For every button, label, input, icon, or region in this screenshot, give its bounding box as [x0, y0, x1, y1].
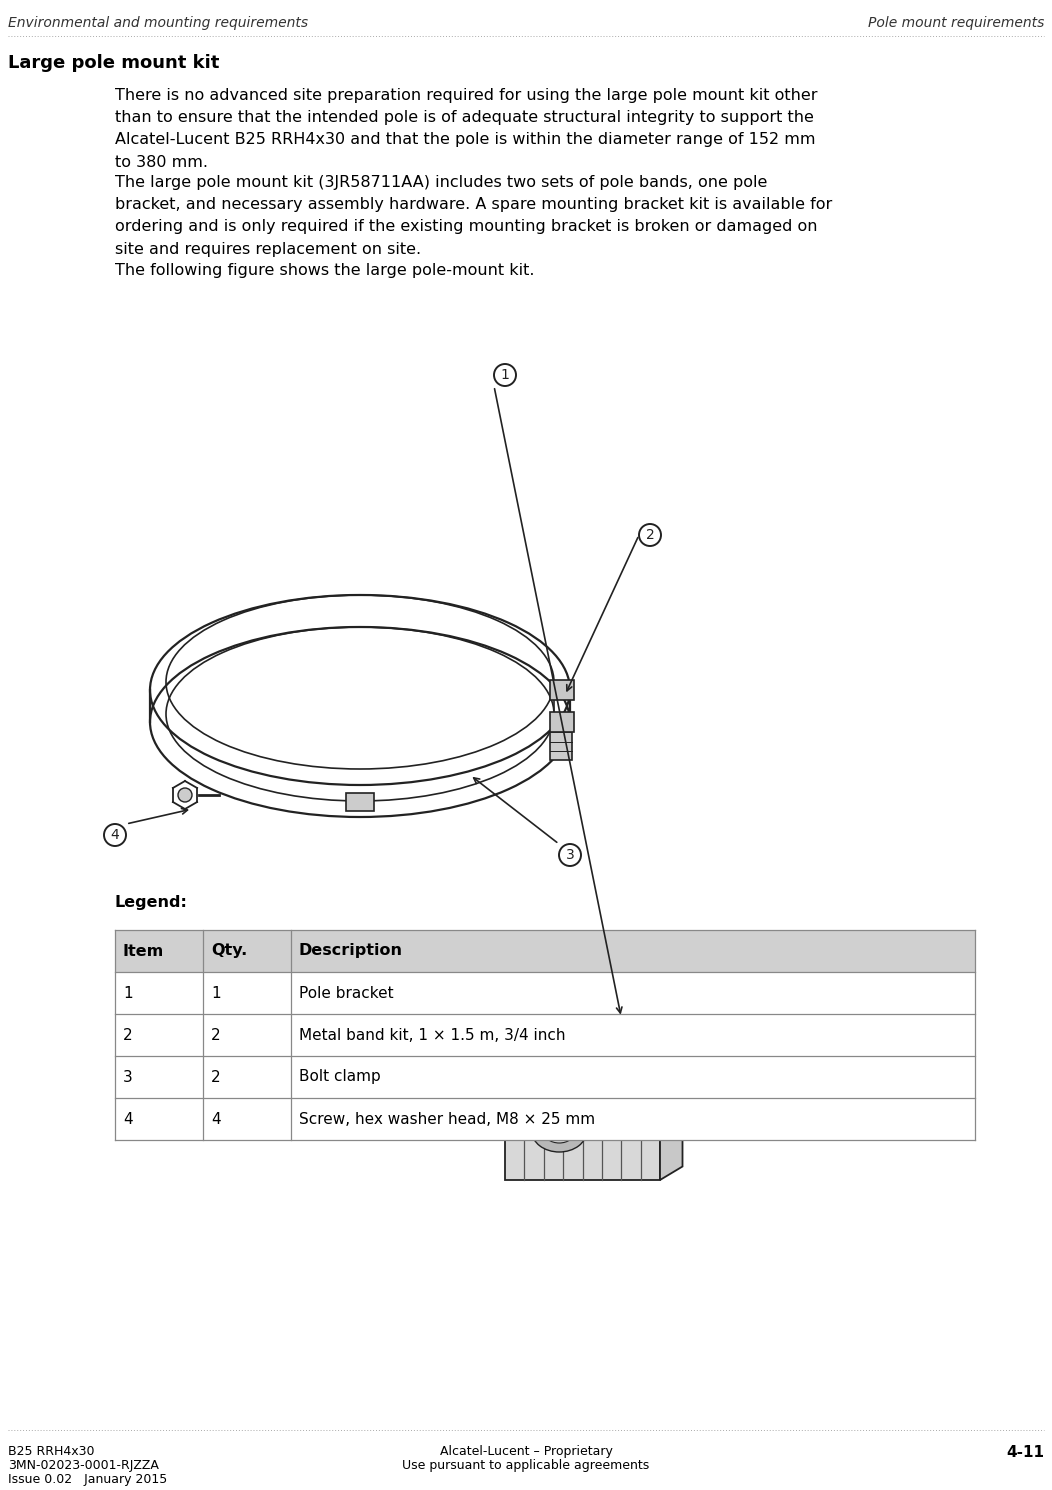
Text: 4-11: 4-11: [1006, 1445, 1044, 1460]
Circle shape: [494, 364, 515, 386]
Text: Metal band kit, 1 × 1.5 m, 3/4 inch: Metal band kit, 1 × 1.5 m, 3/4 inch: [299, 1028, 566, 1043]
Text: Environmental and mounting requirements: Environmental and mounting requirements: [8, 16, 308, 30]
Text: Large pole mount kit: Large pole mount kit: [8, 54, 220, 72]
Polygon shape: [505, 1040, 660, 1180]
Bar: [470, 1052, 485, 1068]
Text: 1: 1: [123, 985, 133, 1000]
Bar: [115, 1015, 975, 1056]
Text: Pole mount requirements: Pole mount requirements: [868, 16, 1044, 30]
Polygon shape: [660, 982, 683, 1180]
Circle shape: [178, 788, 193, 802]
Text: Item: Item: [123, 943, 164, 958]
Text: 4: 4: [211, 1112, 221, 1126]
Text: 2: 2: [123, 1028, 133, 1043]
Bar: [115, 971, 975, 1015]
Text: 2: 2: [211, 1028, 221, 1043]
Polygon shape: [505, 995, 660, 1040]
Text: Pole bracket: Pole bracket: [299, 985, 393, 1000]
Ellipse shape: [587, 1109, 609, 1125]
Text: 1: 1: [501, 368, 509, 381]
Ellipse shape: [484, 1013, 506, 1027]
Circle shape: [104, 824, 126, 846]
Text: Description: Description: [299, 943, 403, 958]
Ellipse shape: [543, 1119, 575, 1143]
Bar: [115, 1098, 975, 1140]
Text: Qty.: Qty.: [211, 943, 247, 958]
Text: 4: 4: [123, 1112, 133, 1126]
Text: B25 RRH4x30: B25 RRH4x30: [8, 1445, 95, 1459]
Text: Use pursuant to applicable agreements: Use pursuant to applicable agreements: [402, 1459, 650, 1472]
Text: 1: 1: [211, 985, 221, 1000]
Text: Bolt clamp: Bolt clamp: [299, 1070, 381, 1085]
Text: 3MN-02023-0001-RJZZA: 3MN-02023-0001-RJZZA: [8, 1459, 159, 1472]
Text: Screw, hex washer head, M8 × 25 mm: Screw, hex washer head, M8 × 25 mm: [299, 1112, 595, 1126]
Text: The large pole mount kit (3JR58711AA) includes two sets of pole bands, one pole
: The large pole mount kit (3JR58711AA) in…: [115, 174, 832, 256]
Bar: [550, 712, 574, 732]
Text: 2: 2: [646, 527, 654, 542]
Text: Issue 0.02   January 2015: Issue 0.02 January 2015: [8, 1474, 167, 1486]
Text: Alcatel-Lucent – Proprietary: Alcatel-Lucent – Proprietary: [440, 1445, 612, 1459]
Text: Legend:: Legend:: [115, 895, 188, 910]
Text: The following figure shows the large pole-mount kit.: The following figure shows the large pol…: [115, 264, 534, 279]
Circle shape: [559, 843, 581, 866]
Text: 3: 3: [123, 1070, 133, 1085]
Bar: [550, 732, 572, 760]
Text: 2: 2: [211, 1070, 221, 1085]
Ellipse shape: [531, 1110, 587, 1152]
Ellipse shape: [578, 1103, 618, 1132]
Ellipse shape: [484, 1053, 506, 1067]
Text: 3: 3: [566, 848, 574, 863]
Bar: [550, 679, 574, 700]
Text: There is no advanced site preparation required for using the large pole mount ki: There is no advanced site preparation re…: [115, 88, 817, 170]
Bar: [115, 1056, 975, 1098]
Text: 4: 4: [110, 828, 119, 842]
Circle shape: [639, 524, 661, 545]
Bar: [470, 1012, 485, 1028]
Bar: [115, 930, 975, 971]
Bar: [346, 793, 375, 811]
